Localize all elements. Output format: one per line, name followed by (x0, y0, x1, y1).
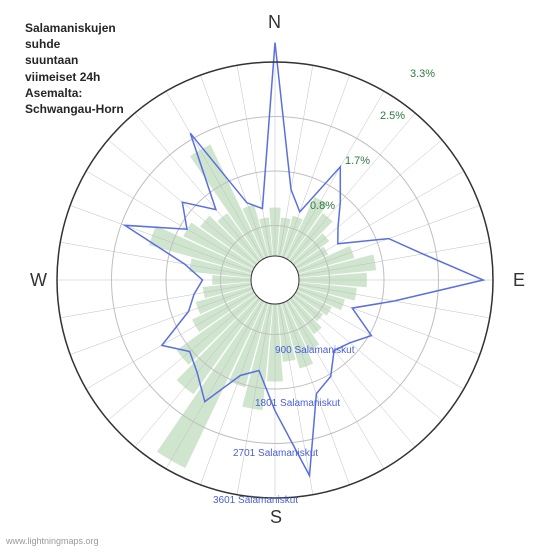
ring-label-3: 3.3% (410, 68, 435, 80)
footer-link: www.lightningmaps.org (6, 536, 99, 546)
ring-label-1: 1.7% (345, 155, 370, 167)
strike-label-3: 3601 Salamaniskut (213, 495, 298, 506)
compass-s: S (270, 507, 282, 528)
strike-label-2: 2701 Salamaniskut (233, 448, 318, 459)
compass-n: N (268, 12, 281, 33)
ring-label-2: 2.5% (380, 110, 405, 122)
strike-label-1: 1801 Salamaniskut (255, 398, 340, 409)
strike-label-0: 900 Salamaniskut (275, 345, 355, 356)
compass-e: E (513, 270, 525, 291)
compass-w: W (30, 270, 47, 291)
ring-label-0: 0.8% (310, 200, 335, 212)
chart-title: Salamaniskujen suhde suuntaan viimeiset … (25, 20, 124, 117)
